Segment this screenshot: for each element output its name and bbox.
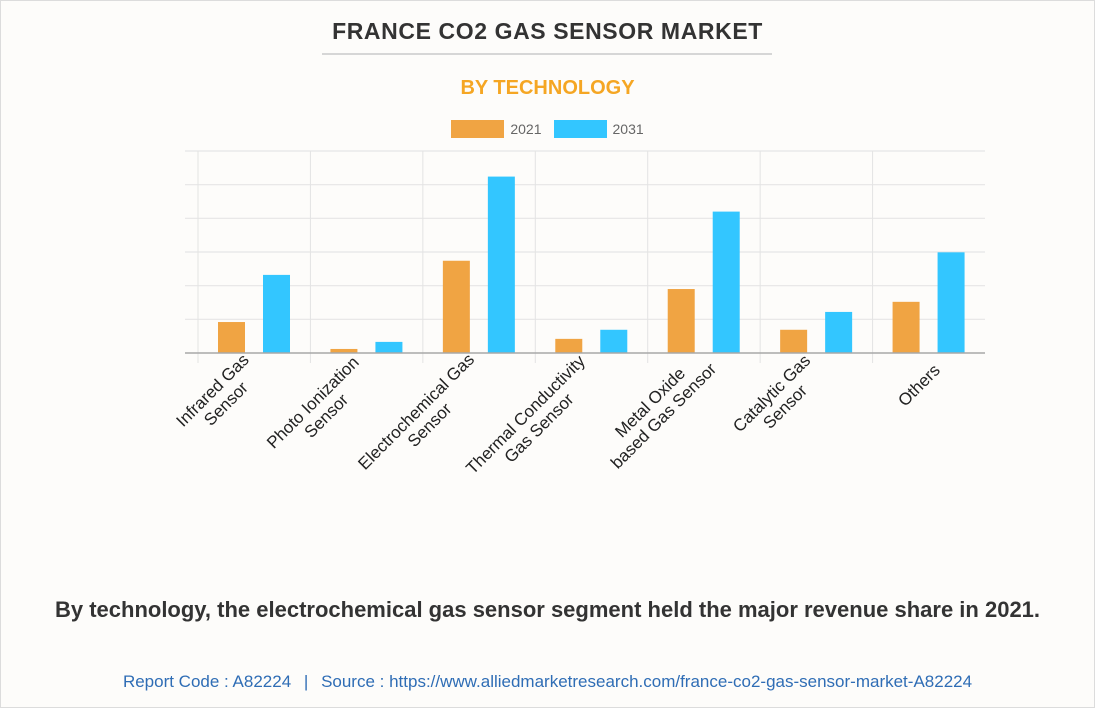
legend-swatch-2031	[553, 120, 607, 138]
legend-item-2021[interactable]: 2021	[451, 120, 542, 138]
chart-legend: 2021 2031	[0, 120, 1095, 138]
gridlines	[185, 150, 985, 363]
chart-title: FRANCE CO2 GAS SENSOR MARKET	[332, 18, 763, 44]
bar-2031-2[interactable]	[487, 176, 515, 353]
x-tick-label-line: Electrochemical Gas	[354, 350, 478, 474]
bars	[218, 176, 965, 353]
bar-2021-5[interactable]	[780, 329, 808, 353]
x-tick-label-line: Others	[894, 361, 944, 411]
bar-2031-0[interactable]	[263, 274, 290, 353]
source-line: Report Code : A82224 | Source : https://…	[0, 672, 1095, 692]
bar-2031-5[interactable]	[825, 311, 853, 353]
bar-2021-3[interactable]	[555, 338, 583, 353]
chart-caption: By technology, the electrochemical gas s…	[54, 597, 1041, 622]
bar-2021-6[interactable]	[892, 301, 920, 353]
legend-label-2031: 2031	[612, 121, 644, 137]
bar-2031-3[interactable]	[600, 329, 628, 353]
bar-2021-0[interactable]	[218, 322, 245, 353]
bar-2031-4[interactable]	[712, 211, 740, 353]
title-divider	[322, 53, 772, 55]
bar-2021-2[interactable]	[442, 260, 470, 353]
source-link[interactable]: Source : https://www.alliedmarketresearc…	[321, 672, 973, 691]
bar-2021-4[interactable]	[667, 289, 695, 353]
source-separator: |	[303, 672, 309, 691]
x-tick-label: Others	[894, 361, 944, 411]
bar-2031-1[interactable]	[375, 341, 403, 353]
bar-2031-6[interactable]	[937, 252, 965, 353]
chart-subtitle: BY TECHNOLOGY	[460, 77, 635, 99]
legend-swatch-2021	[451, 120, 505, 138]
legend-item-2031[interactable]: 2031	[553, 120, 644, 138]
report-code: Report Code : A82224	[122, 672, 292, 691]
bar-2021-1[interactable]	[330, 348, 358, 353]
x-tick-label-line: Thermal Conductivity	[462, 351, 589, 478]
legend-label-2021: 2021	[510, 121, 542, 137]
